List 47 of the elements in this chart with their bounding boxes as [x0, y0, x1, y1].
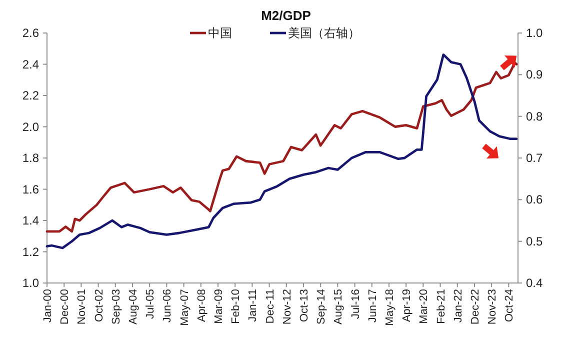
y-tick-label: 1.8 [22, 151, 40, 165]
x-tick-label: Jan-22 [452, 289, 464, 323]
x-tick-label: Feb-10 [230, 289, 242, 324]
y2-tick-label: 0.5 [526, 234, 544, 248]
legend-label: 中国 [208, 26, 232, 40]
y-tick-label: 2.2 [22, 88, 40, 102]
y-tick-label: 1.6 [22, 182, 40, 196]
x-tick-label: Sep-14 [316, 289, 328, 324]
y-tick-label: 1.4 [22, 214, 40, 228]
y-tick-label: 2.6 [22, 26, 40, 40]
x-tick-label: Nov-01 [76, 289, 88, 324]
x-tick-label: Sep-03 [110, 289, 122, 324]
x-tick-label: Dec-11 [264, 289, 276, 324]
x-tick-label: Oct-24 [504, 289, 516, 322]
y-tick-label: 1.2 [22, 244, 40, 259]
x-tick-label: Jul-16 [350, 289, 362, 319]
x-tick-label: Mar-20 [418, 289, 430, 324]
x-tick-label: Mar-09 [212, 289, 225, 324]
x-tick-label: Nov-12 [281, 289, 294, 324]
y2-tick-label: 0.6 [526, 192, 544, 207]
x-tick-label: Jan-00 [42, 289, 54, 323]
y2-tick-label: 1.0 [526, 26, 544, 40]
y-tick-label: 2.4 [22, 57, 40, 72]
y-tick-label: 1.0 [22, 276, 40, 290]
x-tick-label: Oct-13 [298, 289, 310, 322]
x-tick-label: Jan-11 [247, 289, 260, 322]
x-tick-label: Dec-00 [59, 289, 72, 324]
x-tick-label: May-07 [178, 289, 191, 326]
x-tick-label: Dec-22 [469, 289, 482, 324]
x-tick-label: Oct-02 [93, 289, 106, 322]
x-tick-label: Nov-23 [486, 289, 499, 324]
chart-title: M2/GDP [261, 8, 312, 23]
x-tick-label: Jul-05 [144, 289, 157, 319]
y-tick-label: 2.0 [22, 120, 40, 134]
x-tick-label: Jun-06 [162, 289, 174, 323]
x-tick-label: Aug-15 [332, 289, 345, 324]
y2-tick-label: 0.4 [526, 276, 544, 290]
y2-tick-label: 0.9 [526, 68, 544, 82]
x-tick-label: Apr-19 [401, 289, 414, 322]
x-tick-label: Feb-21 [435, 289, 448, 324]
x-tick-label: May-18 [384, 289, 396, 326]
x-tick-label: Jun-17 [366, 289, 379, 323]
y2-tick-label: 0.8 [526, 109, 544, 124]
x-tick-label: Aug-04 [127, 289, 140, 324]
x-tick-label: Apr-08 [196, 289, 208, 322]
y2-tick-label: 0.7 [526, 151, 544, 165]
legend-label: 美国（右轴） [288, 26, 360, 40]
